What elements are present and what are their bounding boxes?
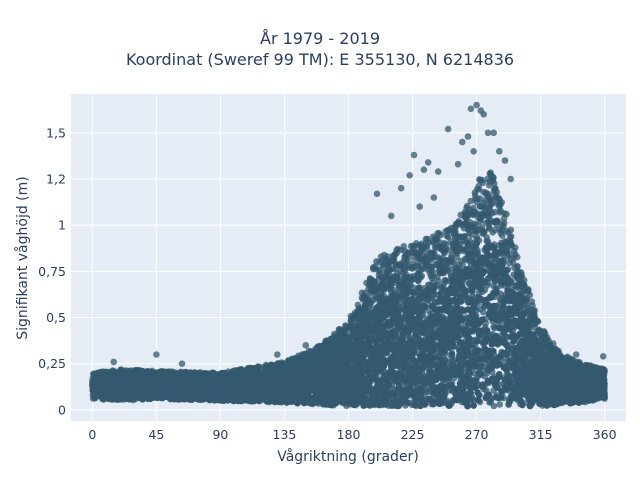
data-point: [436, 269, 444, 276]
data-point: [514, 263, 521, 270]
data-point: [528, 298, 536, 305]
data-point: [476, 176, 483, 183]
data-points: [89, 101, 608, 410]
data-point: [496, 401, 504, 408]
data-point: [400, 274, 407, 282]
data-point: [491, 180, 498, 187]
data-point: [504, 252, 512, 260]
data-point: [354, 301, 362, 309]
data-point: [416, 284, 424, 292]
data-point: [480, 308, 487, 316]
data-point: [496, 200, 504, 208]
data-point: [503, 210, 510, 218]
data-point: [410, 260, 417, 267]
data-point: [487, 398, 494, 406]
data-point: [443, 232, 451, 240]
data-point: [506, 259, 513, 267]
data-point: [545, 349, 552, 357]
data-point: [513, 273, 520, 280]
data-point: [487, 169, 494, 176]
data-point: [416, 292, 424, 299]
data-point: [490, 174, 497, 182]
data-point: [464, 314, 472, 322]
data-point: [387, 287, 395, 295]
data-point: [409, 265, 416, 272]
data-point: [467, 231, 475, 239]
data-point: [498, 226, 506, 234]
data-point: [378, 284, 386, 292]
data-point: [370, 264, 377, 271]
